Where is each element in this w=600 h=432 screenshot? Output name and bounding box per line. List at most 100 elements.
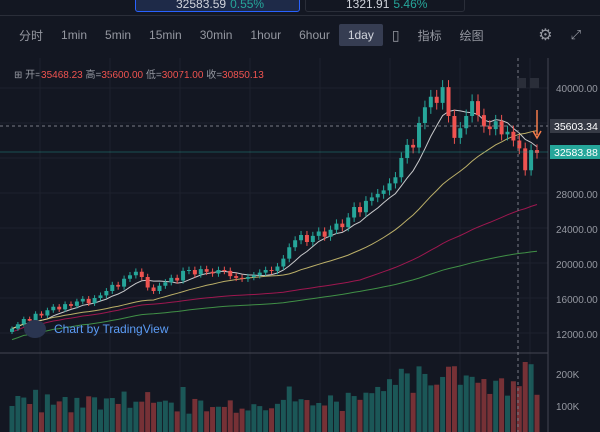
volume-bar bbox=[115, 403, 121, 432]
interval-6hour[interactable]: 6hour bbox=[299, 28, 330, 42]
ma-line-99 bbox=[11, 250, 538, 341]
candle bbox=[299, 235, 304, 241]
volume-bar bbox=[44, 394, 50, 432]
crosshair-price-badge bbox=[550, 119, 600, 133]
volume-bar bbox=[62, 397, 68, 432]
candle bbox=[334, 223, 339, 230]
candle bbox=[499, 121, 504, 135]
candle bbox=[104, 291, 109, 296]
interval-5min[interactable]: 5min bbox=[105, 28, 132, 42]
volume-bar bbox=[516, 386, 522, 432]
volume-bar bbox=[204, 411, 210, 432]
volume-bar bbox=[310, 405, 316, 432]
volume-bar bbox=[92, 397, 98, 432]
ticker-price: 32583.59 bbox=[176, 0, 227, 11]
indicators-button[interactable]: 指标 bbox=[417, 28, 442, 43]
candle bbox=[304, 235, 309, 242]
candle bbox=[269, 270, 274, 271]
candle bbox=[293, 240, 298, 248]
tradingview-watermark[interactable]: Chart by TradingView bbox=[24, 320, 169, 338]
volume-bar bbox=[68, 412, 74, 432]
candle bbox=[163, 282, 168, 286]
volume-tick: 100K bbox=[556, 402, 580, 413]
volume-bar bbox=[292, 401, 298, 432]
candle bbox=[51, 306, 56, 311]
price-tick: 16000.00 bbox=[556, 295, 598, 306]
candle bbox=[92, 298, 97, 304]
candle bbox=[281, 258, 286, 267]
interval-tick[interactable]: 分时 bbox=[19, 28, 44, 43]
volume-bar bbox=[50, 404, 56, 432]
volume-bar bbox=[316, 402, 322, 432]
ticker-change: 5.46% bbox=[393, 0, 428, 11]
ma-line-60 bbox=[11, 204, 538, 333]
volume-bar bbox=[428, 385, 434, 432]
candle bbox=[151, 287, 156, 291]
candle bbox=[234, 276, 239, 278]
candle bbox=[375, 193, 380, 198]
volume-bar bbox=[15, 396, 21, 432]
interval-1hour[interactable]: 1hour bbox=[250, 28, 282, 42]
candle bbox=[287, 247, 292, 259]
candle bbox=[175, 277, 180, 281]
volume-bar bbox=[522, 362, 528, 432]
volume-bar bbox=[251, 404, 257, 432]
marker-up-icon[interactable] bbox=[530, 78, 539, 88]
candle bbox=[422, 107, 427, 123]
volume-bar bbox=[528, 364, 534, 432]
candle bbox=[122, 278, 127, 287]
volume-bar bbox=[322, 405, 328, 432]
candle bbox=[116, 284, 121, 287]
volume-bar bbox=[475, 382, 481, 432]
volume-bar bbox=[333, 401, 339, 432]
volume-bar bbox=[469, 376, 475, 432]
candle bbox=[535, 150, 539, 153]
candle bbox=[369, 197, 374, 201]
candle bbox=[464, 116, 469, 129]
candle bbox=[139, 271, 144, 277]
high-value: 35600.00 bbox=[101, 70, 144, 81]
marker-down-icon[interactable] bbox=[517, 78, 526, 88]
open-label: 开= bbox=[25, 70, 42, 81]
interval-30min[interactable]: 30min bbox=[199, 28, 233, 42]
candle bbox=[169, 277, 174, 283]
drawing-button[interactable]: 绘图 bbox=[459, 28, 484, 43]
candle bbox=[186, 270, 191, 271]
interval-1min[interactable]: 1min bbox=[61, 28, 88, 42]
volume-bar bbox=[351, 396, 357, 432]
fullscreen-icon[interactable]: ⤢ bbox=[570, 27, 581, 42]
candle bbox=[476, 101, 481, 116]
volume-bar bbox=[168, 402, 174, 432]
candle bbox=[181, 270, 186, 281]
volume-bar bbox=[410, 392, 416, 432]
volume-bar bbox=[139, 401, 145, 432]
volume-bar bbox=[404, 373, 410, 432]
price-tick: 12000.00 bbox=[556, 330, 598, 341]
interval-1day[interactable]: 1day bbox=[338, 24, 383, 46]
ticker-btc[interactable]: 32583.59 0.55% bbox=[135, 0, 300, 12]
ticker-change: 0.55% bbox=[230, 0, 265, 11]
volume-bar bbox=[463, 375, 469, 432]
candle-type-icon[interactable]: ▯ bbox=[391, 26, 400, 43]
ticker-eth[interactable]: 1321.91 5.46% bbox=[305, 0, 465, 12]
volume-bar bbox=[298, 399, 304, 432]
volume-bar bbox=[387, 379, 393, 432]
settings-gear-icon[interactable]: ⚙ bbox=[538, 27, 553, 44]
ticker-price: 1321.91 bbox=[346, 0, 390, 11]
legend-toggle-icon[interactable]: ⊞ bbox=[14, 70, 23, 81]
candle bbox=[428, 96, 433, 108]
candle bbox=[381, 190, 386, 194]
volume-bar bbox=[56, 401, 62, 432]
candle bbox=[310, 235, 315, 242]
candle bbox=[228, 270, 233, 277]
interval-15min[interactable]: 15min bbox=[149, 28, 182, 42]
volume-bar bbox=[145, 392, 151, 432]
volume-bar bbox=[345, 392, 351, 432]
candle bbox=[452, 116, 457, 138]
volume-bar bbox=[192, 398, 198, 432]
candle bbox=[523, 148, 528, 171]
candle bbox=[346, 217, 351, 228]
low-label: 低= bbox=[145, 70, 162, 81]
volume-bar bbox=[499, 378, 505, 432]
